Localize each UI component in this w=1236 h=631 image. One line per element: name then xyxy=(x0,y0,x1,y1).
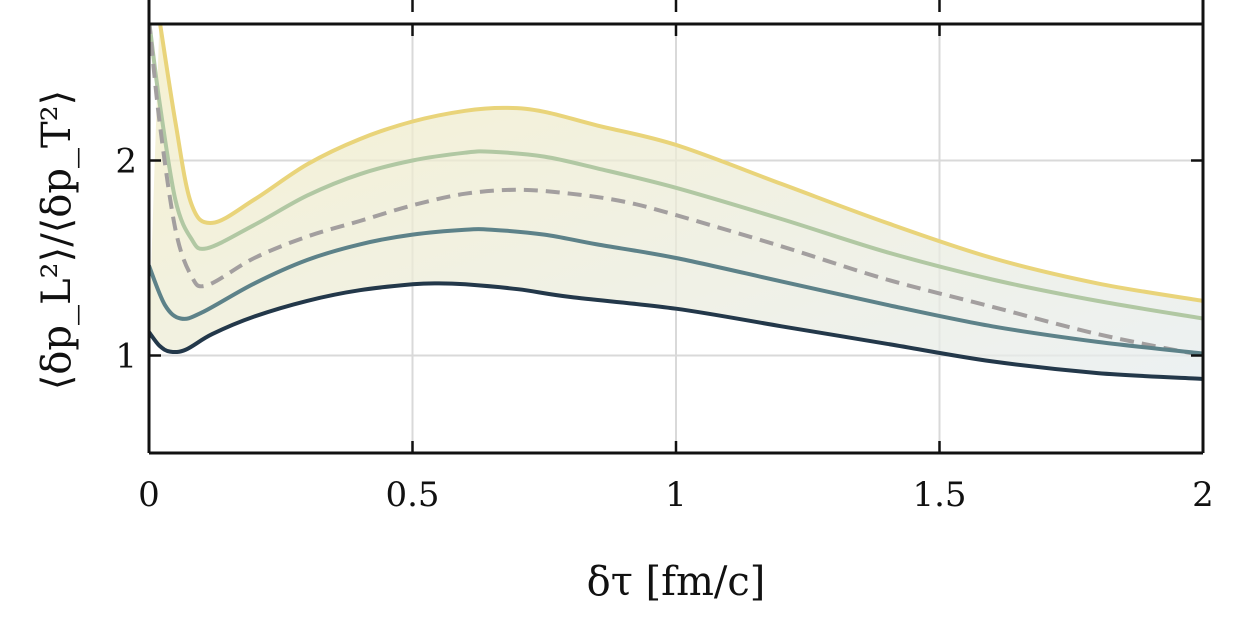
series-lines xyxy=(149,24,1203,381)
y-tick-label: 2 xyxy=(115,142,137,182)
series-line-navy xyxy=(149,281,1203,381)
shaded-band xyxy=(149,24,1203,379)
band xyxy=(149,24,1203,379)
x-tick-label: 1 xyxy=(665,475,687,515)
x-axis-label: δτ [fm/c] xyxy=(587,559,766,605)
series-line-yellow xyxy=(158,24,1203,303)
series-line-dashed-gray xyxy=(149,24,1203,358)
x-tick-label: 2 xyxy=(1192,475,1214,515)
x-tick-label: 0 xyxy=(138,475,160,515)
series-line-sage xyxy=(149,24,1203,321)
axes: 0 0.5 1 1.5 2 1 2 xyxy=(115,22,1214,515)
series-line-teal xyxy=(149,227,1203,356)
y-axis-label: ⟨δp_L²⟩/⟨δp_T²⟩ xyxy=(34,90,80,391)
y-tick-label: 1 xyxy=(115,337,137,377)
x-tick-label: 0.5 xyxy=(385,475,439,515)
top-panel-strip xyxy=(147,0,1205,24)
x-tick-label: 1.5 xyxy=(912,475,966,515)
